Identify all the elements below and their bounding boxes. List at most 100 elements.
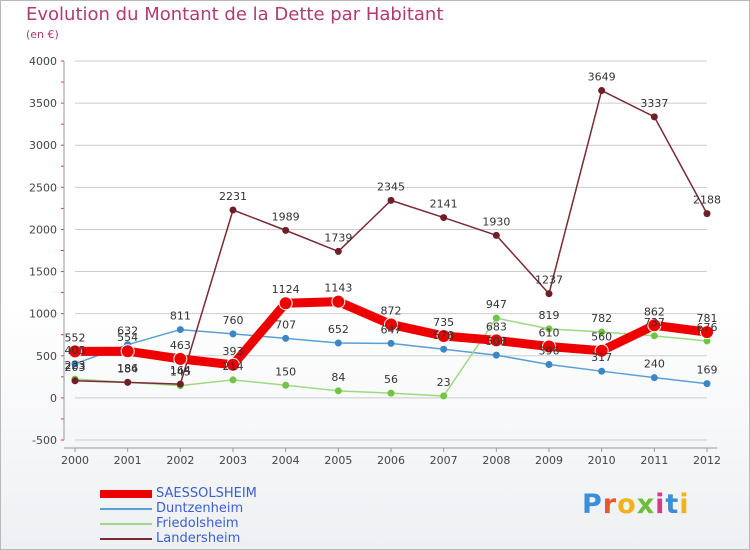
data-point [440, 345, 448, 353]
data-point [492, 351, 500, 359]
legend-label: SAESSOLSHEIM [156, 486, 257, 501]
data-point [176, 380, 184, 388]
data-label: 760 [223, 314, 244, 327]
data-point [68, 344, 82, 359]
data-point [594, 343, 609, 358]
y-tick-label: 1500 [29, 266, 57, 279]
data-point [598, 367, 606, 375]
data-point [229, 206, 237, 214]
x-tick-label: 2007 [430, 454, 458, 467]
data-point [598, 87, 606, 95]
data-label: 84 [331, 371, 345, 384]
legend-item: Friedolsheim [100, 516, 257, 531]
data-point [489, 333, 504, 348]
data-label: 3337 [640, 97, 668, 110]
y-tick-label: 4000 [29, 55, 57, 68]
data-label: 1237 [535, 274, 563, 287]
x-tick-label: 2001 [114, 454, 142, 467]
data-label: 164 [170, 364, 191, 377]
data-point [387, 339, 395, 347]
data-point [282, 381, 290, 389]
data-label: 508 [486, 335, 507, 348]
data-label: 169 [697, 364, 718, 377]
x-tick-label: 2010 [588, 454, 616, 467]
data-label: 707 [275, 318, 296, 331]
data-label: 676 [697, 321, 718, 334]
data-point [226, 357, 240, 372]
data-point [282, 226, 290, 234]
data-point [173, 351, 188, 366]
x-tick-label: 2002 [166, 454, 194, 467]
data-point [650, 374, 658, 382]
data-label: 186 [117, 362, 138, 375]
data-label: 2231 [219, 190, 247, 203]
x-tick-label: 2005 [324, 454, 352, 467]
y-tick-label: -500 [32, 434, 57, 447]
x-tick-label: 2008 [482, 454, 510, 467]
data-label: 683 [486, 320, 507, 333]
data-point [703, 337, 711, 345]
y-tick-label: 3500 [29, 97, 57, 110]
data-label: 150 [275, 365, 296, 378]
data-point [492, 314, 500, 322]
proxiti-logo: Proxiti [582, 489, 690, 520]
chart-subtitle: (en €) [26, 28, 59, 41]
data-point [71, 360, 79, 368]
data-point [700, 325, 714, 340]
data-label: 23 [437, 376, 451, 389]
data-point [545, 361, 553, 369]
legend-label: Landersheim [156, 531, 241, 546]
data-label: 56 [384, 373, 398, 386]
data-label: 811 [170, 310, 191, 323]
data-point [545, 325, 553, 333]
chart-legend: SAESSOLSHEIM Duntzenheim Friedolsheim Lande… [100, 486, 257, 546]
data-point [334, 247, 342, 255]
data-label: 1989 [272, 210, 300, 223]
x-tick-label: 2009 [535, 454, 563, 467]
data-label: 2188 [693, 194, 721, 207]
data-label: 2141 [430, 198, 458, 211]
legend-swatch [100, 537, 152, 540]
y-tick-label: 2500 [29, 181, 57, 194]
data-point [387, 389, 395, 397]
data-point [436, 328, 451, 343]
x-tick-label: 2006 [377, 454, 405, 467]
chart-title: Evolution du Montant de la Dette par Hab… [26, 4, 444, 25]
data-label: 393 [223, 345, 244, 358]
data-label: 737 [644, 316, 665, 329]
data-point [387, 196, 395, 204]
data-point [650, 113, 658, 121]
data-label: 782 [591, 312, 612, 325]
data-label: 214 [223, 360, 244, 373]
data-label: 560 [591, 331, 612, 344]
data-label: 405 [65, 344, 86, 357]
data-label: 145 [170, 366, 191, 379]
legend-label: Duntzenheim [156, 501, 244, 516]
y-tick-label: 2000 [29, 223, 57, 236]
data-label: 223 [65, 359, 86, 372]
data-label: 552 [65, 331, 86, 344]
data-point [229, 330, 237, 338]
x-tick-label: 2011 [640, 454, 668, 467]
data-point [334, 387, 342, 395]
data-point [440, 392, 448, 400]
data-label: 2345 [377, 180, 405, 193]
data-label: 578 [433, 329, 454, 342]
data-label: 647 [381, 323, 402, 336]
data-label: 554 [117, 331, 138, 344]
data-label: 3649 [588, 71, 616, 84]
data-point [282, 334, 290, 342]
x-tick-label: 2012 [693, 454, 721, 467]
y-tick-label: 1000 [29, 308, 57, 321]
data-point [229, 376, 237, 384]
data-label: 632 [117, 325, 138, 338]
data-label: 463 [170, 339, 191, 352]
legend-swatch [100, 489, 152, 498]
data-point [647, 318, 662, 333]
data-label: 203 [65, 361, 86, 374]
legend-swatch [100, 507, 152, 510]
data-label: 735 [433, 316, 454, 329]
data-label: 1124 [272, 283, 300, 296]
